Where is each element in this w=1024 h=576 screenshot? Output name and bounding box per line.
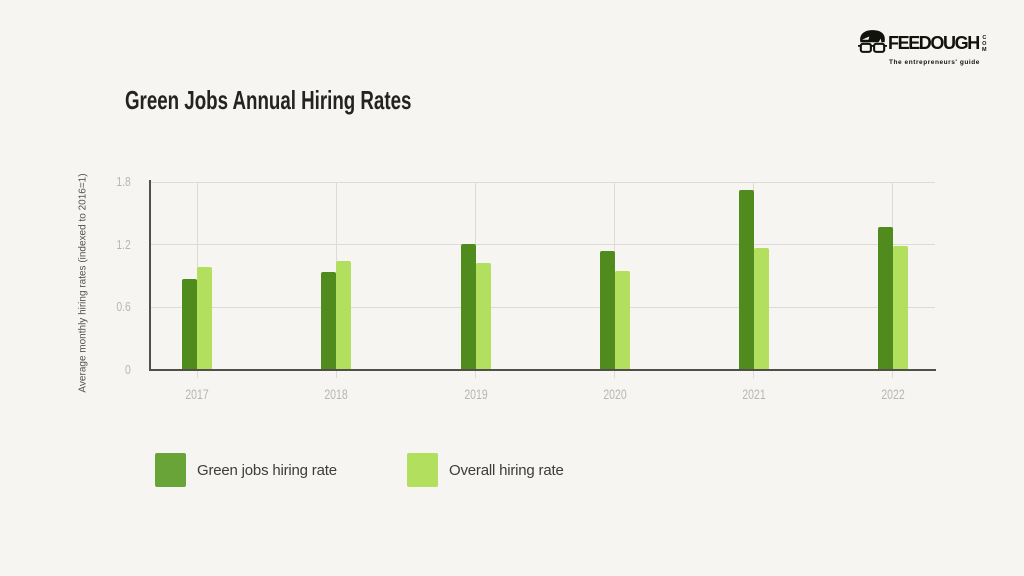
logo-tagline: The entrepreneurs' guide bbox=[889, 59, 980, 66]
x-tick-label: 2019 bbox=[463, 386, 488, 402]
y-gridline bbox=[150, 306, 935, 308]
bar-overall-2020 bbox=[614, 270, 630, 370]
x-tick-label: 2017 bbox=[185, 386, 210, 402]
y-tick-label: 1.2 bbox=[116, 236, 131, 252]
x-tick-label: 2022 bbox=[881, 386, 905, 402]
bar-overall-2022 bbox=[892, 245, 908, 370]
feedough-logo: FEEDOUGH COM The entrepreneurs' guide bbox=[858, 28, 988, 66]
y-tick-label: 1.8 bbox=[116, 174, 131, 189]
green-jobs-legend-label: Green jobs hiring rate bbox=[197, 461, 337, 479]
bar-green-jobs-2017 bbox=[182, 279, 198, 370]
bar-green-jobs-2019 bbox=[460, 243, 476, 370]
logo-tld-text: COM bbox=[981, 34, 988, 53]
bar-green-jobs-2022 bbox=[877, 226, 893, 370]
green-jobs-legend-swatch bbox=[155, 453, 186, 487]
bar-green-jobs-2018 bbox=[321, 271, 337, 370]
x-axis-line bbox=[149, 368, 936, 371]
y-gridline bbox=[150, 244, 935, 246]
y-tick-label: 0 bbox=[125, 362, 131, 377]
logo-row: FEEDOUGH COM bbox=[858, 28, 988, 58]
x-tick-label: 2021 bbox=[741, 386, 766, 402]
legend-item-green-jobs: Green jobs hiring rate bbox=[155, 453, 337, 487]
bar-green-jobs-2020 bbox=[599, 250, 615, 370]
x-tick-label: 2020 bbox=[602, 386, 627, 402]
chart-title: Green Jobs Annual Hiring Rates bbox=[125, 85, 412, 115]
y-axis-line bbox=[149, 180, 151, 370]
y-gridline bbox=[150, 181, 935, 183]
bar-overall-2018 bbox=[336, 261, 352, 370]
overall-legend-swatch bbox=[407, 453, 438, 487]
logo-brand-text: FEEDOUGH bbox=[888, 33, 980, 53]
bar-overall-2017 bbox=[197, 266, 213, 370]
y-tick-label: 0.6 bbox=[116, 299, 131, 315]
x-tick-label: 2018 bbox=[324, 386, 349, 402]
face-with-glasses-icon bbox=[858, 30, 887, 53]
bar-overall-2019 bbox=[475, 263, 491, 370]
bar-overall-2021 bbox=[753, 247, 769, 370]
bar-green-jobs-2021 bbox=[738, 190, 754, 370]
overall-legend-label: Overall hiring rate bbox=[449, 461, 564, 479]
legend-item-overall: Overall hiring rate bbox=[407, 453, 564, 487]
